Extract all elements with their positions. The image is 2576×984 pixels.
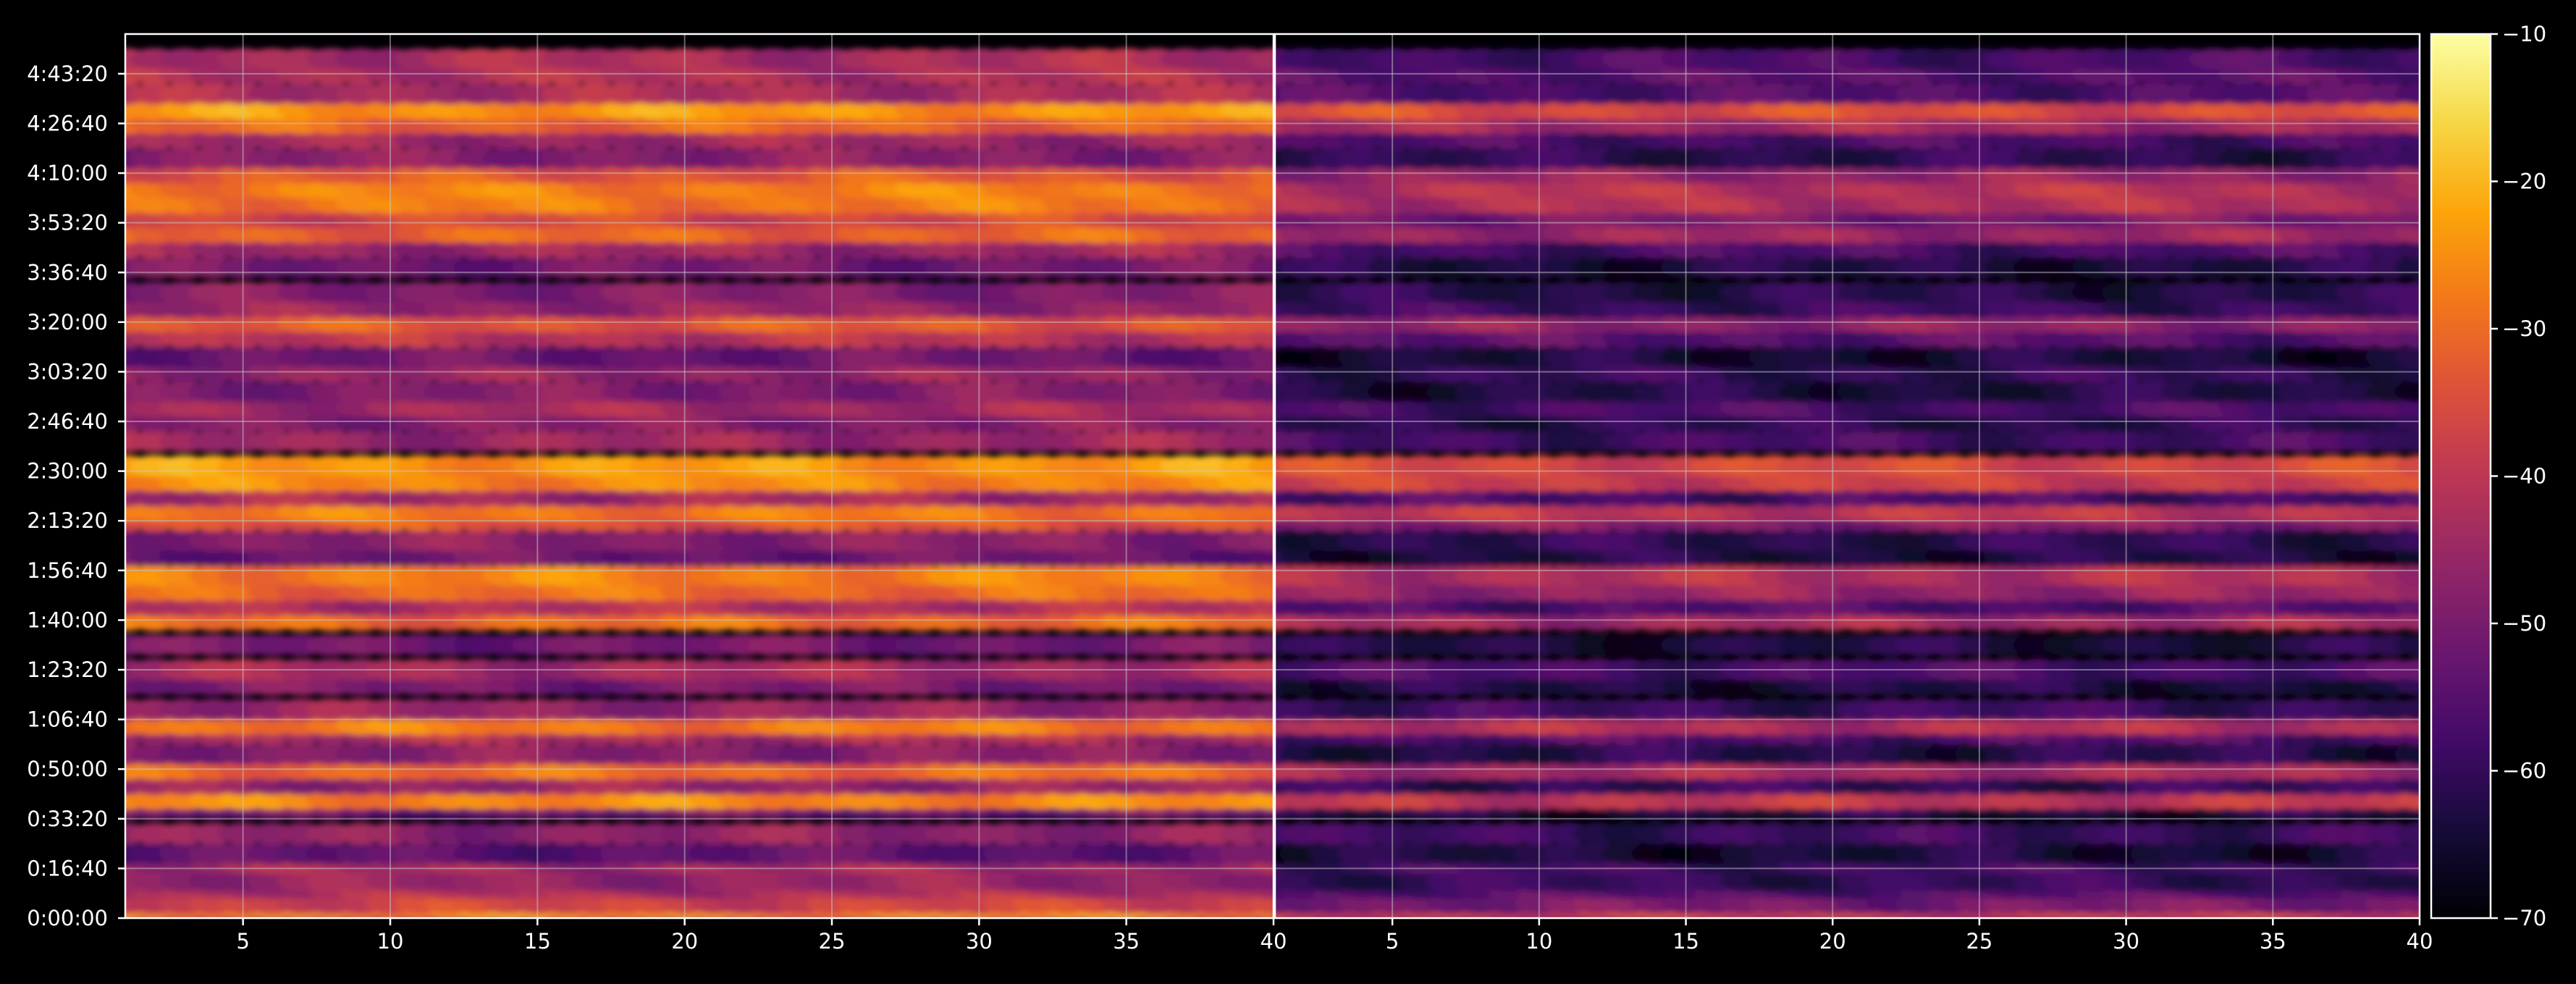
x-tick-label: 5 bbox=[1386, 929, 1399, 954]
heatmap-cell bbox=[2394, 529, 2420, 552]
gridlines-left bbox=[125, 34, 1274, 919]
colorbar-tick-label: −30 bbox=[2502, 316, 2546, 341]
x-tick-label: 40 bbox=[1260, 929, 1287, 954]
y-tick-label: 1:23:20 bbox=[27, 657, 108, 682]
heatmap-cell bbox=[1248, 529, 1274, 552]
heatmap-cell bbox=[2394, 147, 2420, 169]
y-tick-label: 3:20:00 bbox=[27, 310, 108, 335]
y-tick-label: 3:03:20 bbox=[27, 359, 108, 384]
y-tick-label: 1:06:40 bbox=[27, 707, 108, 732]
y-tick-label: 4:10:00 bbox=[27, 161, 108, 185]
heatmap-cell bbox=[2394, 842, 2420, 865]
heatmap-cell bbox=[2394, 870, 2420, 892]
heatmap-cell bbox=[1248, 870, 1274, 892]
x-tick-label: 30 bbox=[966, 929, 993, 954]
heatmap-cell bbox=[1248, 634, 1274, 656]
heatmap-panel-left: 5 10 15 20 25 30 35 40 0:00:00 0:16:40 0:33:20 0:5… bbox=[27, 33, 1287, 954]
x-tick-label: 25 bbox=[1966, 929, 1992, 954]
heatmap-cell bbox=[1248, 380, 1274, 403]
y-tick-label: 4:43:20 bbox=[27, 62, 108, 86]
y-tick-label: 0:00:00 bbox=[27, 906, 108, 930]
colorbar: −70 −60 −50 −40 −30 −20 −10 bbox=[2430, 22, 2546, 930]
colorbar-tick-label: −60 bbox=[2502, 759, 2546, 783]
heatmap-cell bbox=[2394, 48, 2420, 70]
heatmap-cell bbox=[2394, 380, 2420, 403]
y-tick-label: 0:16:40 bbox=[27, 856, 108, 880]
x-tick-label: 25 bbox=[819, 929, 846, 954]
colorbar-ticks: −70 −60 −50 −40 −30 −20 −10 bbox=[2491, 22, 2546, 930]
colorbar-tick-label: −50 bbox=[2502, 611, 2546, 636]
y-tick-label: 1:56:40 bbox=[27, 558, 108, 583]
x-tick-label: 40 bbox=[2407, 929, 2433, 954]
colorbar-tick-label: −20 bbox=[2502, 169, 2546, 194]
colorbar-tick-label: −10 bbox=[2502, 22, 2546, 46]
y-tick-label: 3:53:20 bbox=[27, 211, 108, 235]
y-tick-label: 2:13:20 bbox=[27, 508, 108, 533]
x-tick-label: 15 bbox=[1672, 929, 1699, 954]
y-tick-label: 0:33:20 bbox=[27, 807, 108, 831]
x-tick-label: 20 bbox=[671, 929, 698, 954]
x-tick-label: 15 bbox=[524, 929, 551, 954]
heatmap-cell bbox=[1248, 48, 1274, 70]
y-tick-label: 3:36:40 bbox=[27, 260, 108, 285]
x-axis-left: 5 10 15 20 25 30 35 40 bbox=[236, 918, 1287, 954]
heatmap-panel-right: 5 10 15 20 25 30 35 40 bbox=[1274, 33, 2433, 954]
heatmap-cell bbox=[1248, 281, 1274, 303]
x-tick-label: 5 bbox=[236, 929, 249, 954]
heatmap-cell bbox=[2394, 83, 2420, 105]
heatmap-cells-left bbox=[125, 48, 1274, 918]
y-tick-label: 2:30:00 bbox=[27, 459, 108, 484]
colorbar-gradient bbox=[2430, 33, 2492, 920]
heatmap-cell bbox=[1248, 345, 1274, 368]
colorbar-tick-label: −40 bbox=[2502, 464, 2546, 489]
y-axis-time: 0:00:00 0:16:40 0:33:20 0:50:00 1:06:40 1:23:… bbox=[27, 62, 125, 930]
x-tick-label: 10 bbox=[377, 929, 404, 954]
axes-frame-left bbox=[124, 33, 1275, 920]
y-tick-label: 2:46:40 bbox=[27, 409, 108, 434]
y-tick-label: 1:40:00 bbox=[27, 607, 108, 632]
x-tick-label: 35 bbox=[1113, 929, 1140, 954]
x-tick-label: 35 bbox=[2260, 929, 2286, 954]
heatmap-cell bbox=[2394, 698, 2420, 720]
heatmap-cell bbox=[1248, 147, 1274, 169]
heatmap-cell bbox=[1248, 83, 1274, 105]
heatmap-cell bbox=[1248, 743, 1274, 765]
heatmap-cell bbox=[2394, 281, 2420, 303]
heatmap-cell bbox=[2394, 345, 2420, 368]
colorbar-tick-label: −70 bbox=[2502, 906, 2546, 930]
x-tick-label: 20 bbox=[1819, 929, 1846, 954]
x-axis-right: 5 10 15 20 25 30 35 40 bbox=[1386, 918, 2433, 954]
axes-frame-right bbox=[1274, 33, 2421, 920]
y-tick-label: 0:50:00 bbox=[27, 757, 108, 781]
y-tick-label: 4:26:40 bbox=[27, 111, 108, 135]
heatmap-cell bbox=[2394, 823, 2420, 845]
heatmap-cell bbox=[1248, 698, 1274, 720]
heatmap-cell bbox=[1248, 842, 1274, 865]
heatmap-cell bbox=[1248, 823, 1274, 845]
heatmap-cells-right bbox=[1275, 48, 2420, 918]
heatmap-cell bbox=[2394, 743, 2420, 765]
heatmap-cell bbox=[1248, 430, 1274, 453]
heatmap-cell bbox=[2394, 634, 2420, 656]
x-tick-label: 30 bbox=[2113, 929, 2139, 954]
x-tick-label: 10 bbox=[1525, 929, 1552, 954]
heatmap-cell bbox=[2394, 430, 2420, 453]
